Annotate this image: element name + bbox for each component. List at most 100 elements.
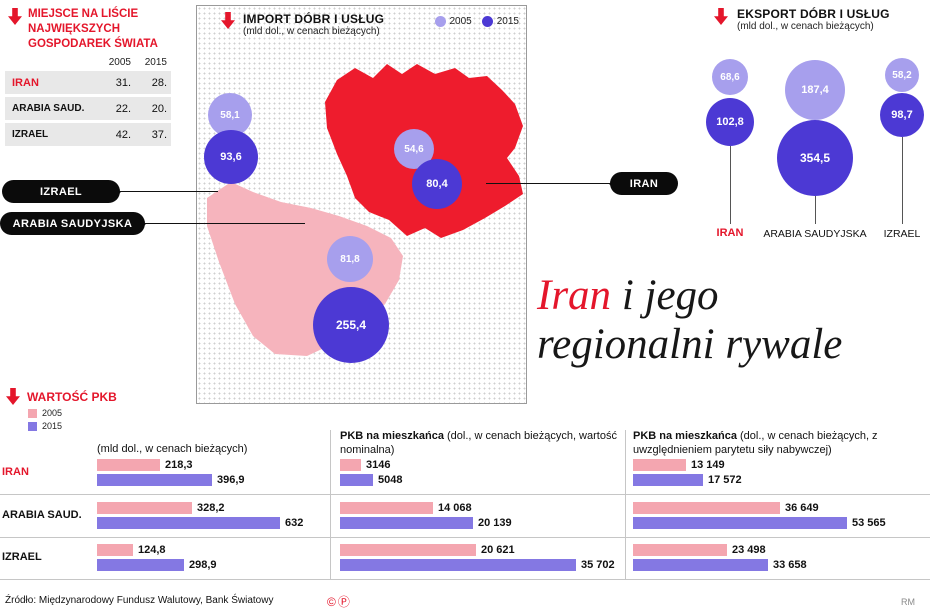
- iran-map-label: IRAN: [610, 172, 678, 195]
- ranking-country: IRAN: [12, 76, 39, 89]
- ranking-value-2015: 37.: [151, 128, 167, 141]
- ranking-col-headers: 2005 2015: [5, 57, 171, 68]
- legend-2015: 2015: [481, 16, 519, 27]
- export-label-arabia: ARABIA SAUDYJSKA: [763, 228, 867, 240]
- pkb-divider-2: [625, 430, 626, 580]
- bar-value: 396,9: [217, 474, 245, 486]
- ranking-value-2005: 42.: [115, 128, 131, 141]
- izrael-map-label: IZRAEL: [2, 180, 120, 203]
- ranking-col-2015: 2015: [144, 57, 167, 68]
- import-bubble-iran-2015: 80,4: [412, 159, 462, 209]
- pkb-legend-2005: 2005: [28, 408, 62, 418]
- import-title: IMPORT DÓBR I USŁUG: [243, 12, 385, 26]
- bar-row: 35 702: [340, 559, 615, 571]
- pkb-title: WARTOŚĆ PKB: [27, 390, 117, 404]
- bar-2005: [340, 502, 433, 514]
- arabia-callout-line: [140, 223, 305, 224]
- pkb-col2-header: PKB na mieszkańca (dol., w cenach bieżąc…: [340, 430, 618, 458]
- bar-2015: [97, 517, 280, 529]
- ranking-row-iran: IRAN 31. 28.: [5, 71, 171, 94]
- legend-2015-label: 2015: [496, 16, 519, 27]
- pkb-col2-header-bold: PKB na mieszkańca: [340, 430, 444, 442]
- headline-rest: i jego: [611, 272, 719, 319]
- bar-2015: [633, 559, 768, 571]
- pkb-col3-header-bold: PKB na mieszkańca: [633, 430, 737, 442]
- ranking-title-line: GOSPODAREK ŚWIATA: [28, 38, 158, 51]
- bar-2015: [97, 474, 212, 486]
- bar-row: 396,9: [97, 474, 245, 486]
- pkb-col3-header: PKB na mieszkańca (dol., w cenach bieżąc…: [633, 430, 931, 458]
- ranking-row-arabia: ARABIA SAUD. 22. 20.: [5, 97, 171, 120]
- bar-2005: [633, 544, 727, 556]
- legend-2005: 2005: [434, 16, 472, 27]
- bar-value: 53 565: [852, 517, 886, 529]
- pkb-row-separator: [0, 579, 930, 580]
- bar-2005: [633, 502, 780, 514]
- bar-row: 13 149: [633, 459, 742, 471]
- pkb-col1-iran-bars: 218,3 396,9: [97, 459, 245, 489]
- pkb-col3-header-rest: (dol., w cenach bieżących, z uwzględnien…: [633, 430, 878, 456]
- import-subtitle: (mld dol., w cenach bieżących): [243, 26, 380, 37]
- export-iran-stem: [730, 146, 731, 224]
- bar-2005: [97, 459, 160, 471]
- ranking-value-2005: 22.: [115, 102, 131, 115]
- bar-value: 218,3: [165, 459, 193, 471]
- pkb-legend-2015: 2015: [28, 421, 62, 431]
- bar-row: 17 572: [633, 474, 742, 486]
- export-bubble-izrael-2015: 98,7: [880, 93, 924, 137]
- bar-2015: [633, 517, 847, 529]
- export-label-izrael: IZRAEL: [883, 228, 921, 240]
- pkb-row-label-izrael: IZRAEL: [2, 551, 42, 563]
- export-header: EKSPORT DÓBR I USŁUG (mld dol., w cenach…: [737, 7, 890, 32]
- import-bubble-izrael-2005: 58,1: [208, 93, 252, 137]
- pkb-legend: 2005 2015: [28, 408, 62, 434]
- author-credit: RM: [901, 597, 915, 607]
- headline-iran: Iran: [537, 272, 612, 319]
- export-label-iran: IRAN: [716, 227, 744, 239]
- bar-row: 3146: [340, 459, 402, 471]
- bar-row: 298,9: [97, 559, 217, 571]
- ranking-country: ARABIA SAUD.: [12, 103, 85, 114]
- bar-value: 14 068: [438, 502, 472, 514]
- bar-row: 218,3: [97, 459, 245, 471]
- bar-2005: [340, 459, 361, 471]
- bar-value: 3146: [366, 459, 391, 471]
- export-title: EKSPORT DÓBR I USŁUG: [737, 7, 890, 21]
- import-bubble-arabia-2015: 255,4: [313, 287, 389, 363]
- down-arrow-icon: [714, 8, 728, 30]
- bar-value: 20 621: [481, 544, 515, 556]
- export-subtitle: (mld dol., w cenach bieżących): [737, 21, 874, 32]
- bar-value: 13 149: [691, 459, 725, 471]
- iran-callout-line: [486, 183, 614, 184]
- bar-2005: [97, 502, 192, 514]
- bar-row: 36 649: [633, 502, 886, 514]
- pkb-legend-2015-label: 2015: [42, 421, 63, 431]
- import-bubble-arabia-2005: 81,8: [327, 236, 373, 282]
- headline-line-1: Iran i jego: [537, 271, 907, 320]
- bar-value: 33 658: [773, 559, 807, 571]
- bar-value: 17 572: [708, 474, 742, 486]
- pkb-legend-2015-swatch: [28, 421, 37, 431]
- bar-row: 23 498: [633, 544, 807, 556]
- ranking-value-2015: 28.: [151, 76, 167, 89]
- import-header: IMPORT DÓBR I USŁUG (mld dol., w cenach …: [221, 12, 384, 37]
- pkb-col2-iran-bars: 3146 5048: [340, 459, 402, 489]
- ranking-value-2005: 31.: [115, 76, 131, 89]
- down-arrow-icon: [221, 12, 235, 37]
- legend-2005-dot: [434, 16, 446, 27]
- ranking-country: IZRAEL: [12, 129, 49, 140]
- export-izrael-stem: [902, 137, 903, 224]
- bar-value: 36 649: [785, 502, 819, 514]
- bar-2015: [340, 559, 576, 571]
- pkb-col1-arabia-bars: 328,2 632: [97, 502, 303, 532]
- bar-row: 632: [97, 517, 303, 529]
- legend-2005-label: 2005: [449, 16, 472, 27]
- bar-value: 124,8: [138, 544, 166, 556]
- pkb-row-separator: [0, 537, 930, 538]
- bar-value: 5048: [378, 474, 403, 486]
- export-bubble-iran-2015: 102,8: [706, 98, 754, 146]
- bar-row: 5048: [340, 474, 402, 486]
- bar-value: 20 139: [478, 517, 512, 529]
- bar-2015: [340, 474, 373, 486]
